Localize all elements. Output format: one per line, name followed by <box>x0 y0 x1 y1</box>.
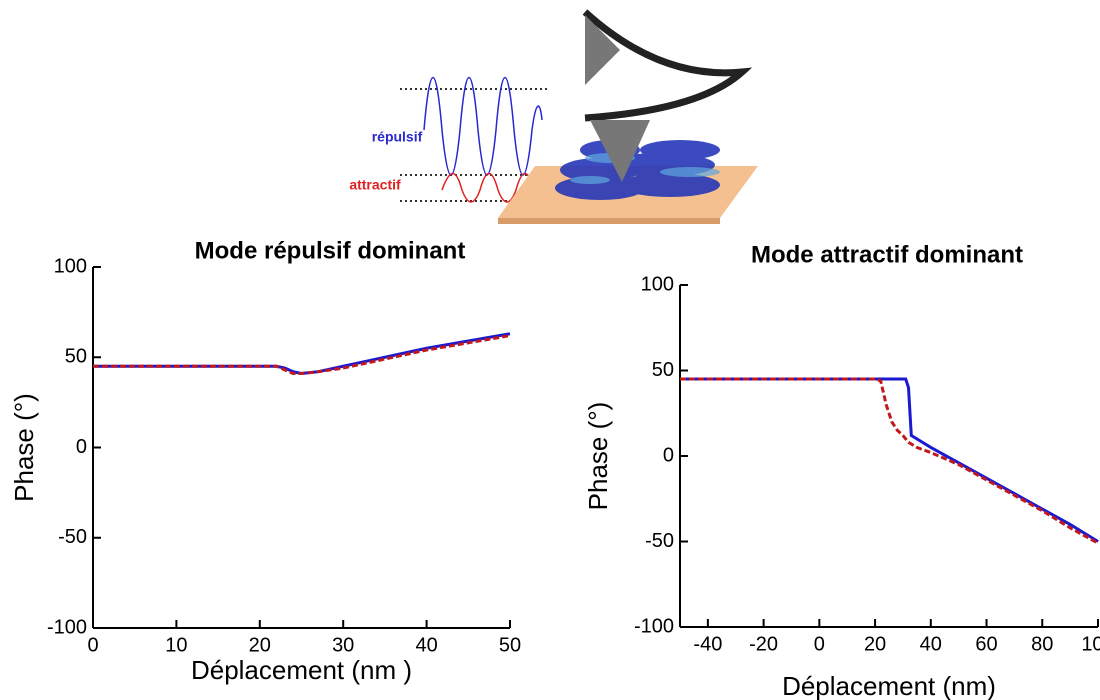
x-tick-label: 60 <box>975 633 997 655</box>
x-tick-label: 40 <box>415 634 437 656</box>
x-tick-label: 30 <box>332 634 354 656</box>
data-line <box>680 377 1099 543</box>
y-tick-label: -100 <box>47 616 87 638</box>
x-tick-label: 20 <box>249 634 271 656</box>
x-tick-label: 20 <box>864 633 886 655</box>
y-tick-label: 50 <box>65 346 87 368</box>
x-axis-label: Déplacement (nm ) <box>191 655 412 685</box>
data-line <box>93 334 511 375</box>
y-tick-label: 0 <box>663 444 674 466</box>
y-tick-label: -50 <box>645 530 674 552</box>
y-tick-label: 50 <box>652 359 674 381</box>
attractive-label: attractif <box>349 177 401 193</box>
x-tick-label: 10 <box>165 634 187 656</box>
y-tick-label: -50 <box>58 526 87 548</box>
x-tick-label: 40 <box>920 633 942 655</box>
x-tick-label: 0 <box>87 634 98 656</box>
y-axis-label: Phase (°) <box>583 402 613 511</box>
x-axis-label: Déplacement (nm) <box>782 671 996 700</box>
y-tick-label: -100 <box>634 615 674 637</box>
chart-title: Mode attractif dominant <box>751 241 1023 268</box>
data-line <box>93 332 511 376</box>
y-tick-label: 100 <box>641 273 674 295</box>
x-tick-label: -40 <box>693 633 722 655</box>
x-tick-label: 100 <box>1081 633 1100 655</box>
chart-title: Mode répulsif dominant <box>195 237 466 264</box>
afm-illustration: répulsif attractif <box>349 9 758 224</box>
y-axis-label: Phase (°) <box>9 393 39 502</box>
x-tick-label: 80 <box>1031 633 1053 655</box>
x-tick-label: 50 <box>499 634 521 656</box>
data-line <box>680 377 1099 545</box>
x-tick-label: -20 <box>749 633 778 655</box>
x-tick-label: 0 <box>814 633 825 655</box>
repulsive-label: répulsif <box>372 129 423 145</box>
y-tick-label: 0 <box>76 436 87 458</box>
y-tick-label: 100 <box>54 255 87 277</box>
